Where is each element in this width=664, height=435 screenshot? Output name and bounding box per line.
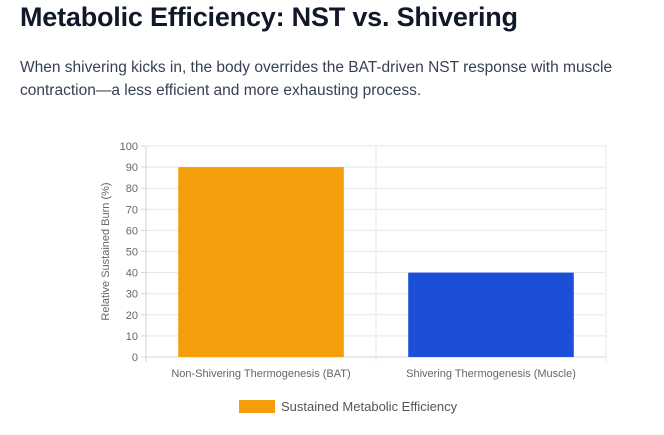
legend-swatch xyxy=(239,400,275,413)
bar-2 xyxy=(408,272,574,357)
y-tick-label: 70 xyxy=(126,204,138,216)
y-tick-label: 0 xyxy=(132,352,138,364)
page-title: Metabolic Efficiency: NST vs. Shivering xyxy=(20,2,518,32)
x-tick-label: Non-Shivering Thermogenesis (BAT) xyxy=(171,368,350,380)
y-tick-label: 80 xyxy=(126,183,138,195)
y-tick-label: 30 xyxy=(126,289,138,301)
y-tick-label: 60 xyxy=(126,225,138,237)
y-tick-label: 50 xyxy=(126,247,138,259)
x-tick-label: Shivering Thermogenesis (Muscle) xyxy=(406,368,576,380)
y-axis-title: Relative Sustained Burn (%) xyxy=(100,182,112,320)
y-tick-label: 90 xyxy=(126,162,138,174)
y-tick-label: 10 xyxy=(126,331,138,343)
legend-label: Sustained Metabolic Efficiency xyxy=(281,399,458,414)
page-description: When shivering kicks in, the body overri… xyxy=(20,59,613,99)
y-tick-label: 20 xyxy=(126,310,138,322)
y-tick-label: 100 xyxy=(120,141,138,153)
bar-1 xyxy=(178,167,344,357)
y-tick-label: 40 xyxy=(126,268,138,280)
